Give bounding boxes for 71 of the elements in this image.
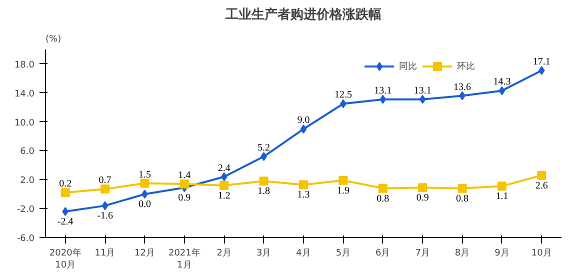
data-label: 13.6: [454, 82, 472, 93]
x-tick-label: 4月: [296, 248, 311, 258]
data-label: -1.6: [97, 210, 113, 222]
y-tick-label: -6.0: [16, 234, 35, 244]
point: [300, 124, 307, 134]
point: [220, 180, 229, 190]
y-axis-title: (%): [46, 34, 62, 44]
point: [220, 172, 228, 182]
point: [380, 94, 386, 104]
data-label: 14.3: [493, 76, 511, 88]
data-label: 17.1: [532, 56, 550, 68]
point: [538, 66, 545, 75]
y-tick-label: -2.0: [16, 205, 35, 216]
x-tick-label: 11月: [94, 248, 116, 258]
data-label: 0.8: [456, 193, 469, 204]
data-label: 13.1: [374, 85, 392, 96]
point: [497, 182, 506, 191]
x-tick-label: 8月: [454, 248, 470, 258]
point: [259, 176, 268, 186]
point: [140, 178, 150, 188]
data-label: 2.6: [535, 180, 548, 192]
data-label: 12.5: [334, 90, 352, 101]
x-tick-label: 9月: [494, 248, 510, 258]
point: [299, 180, 308, 190]
y-tick-label: 14.0: [14, 89, 35, 100]
x-tick-label: 2月: [216, 248, 232, 258]
data-label: 1.5: [138, 169, 151, 180]
point: [418, 183, 428, 192]
x-tick-label: 10月: [531, 248, 552, 258]
data-label: 1.2: [218, 190, 230, 202]
data-label: 1.9: [336, 185, 350, 196]
point: [100, 184, 110, 194]
x-tick-label: 5月: [336, 248, 351, 258]
data-label: 1.3: [297, 190, 310, 201]
legend-label: 环比: [457, 60, 476, 72]
point: [338, 176, 348, 185]
point: [537, 170, 546, 180]
data-label: 0.2: [59, 178, 72, 190]
point: [180, 179, 189, 188]
data-label: -2.4: [57, 216, 74, 228]
data-label: 1.8: [258, 186, 270, 198]
point: [378, 184, 388, 193]
data-label: 0.0: [138, 199, 151, 210]
point: [458, 184, 467, 193]
data-label: 9.0: [297, 115, 310, 126]
point: [60, 188, 70, 198]
y-tick-label: 6.0: [20, 147, 35, 158]
legend-label: 同比: [399, 60, 418, 72]
y-tick-label: 2.0: [20, 176, 35, 186]
data-label: 0.9: [178, 192, 191, 204]
x-tick-label: 7月: [415, 248, 430, 258]
data-label: 0.9: [416, 192, 429, 204]
data-label: 13.1: [414, 85, 432, 96]
data-label: 0.8: [376, 193, 390, 204]
data-label: 2.4: [218, 162, 230, 174]
x-tick-label: 6月: [376, 248, 390, 258]
x-tick-label: 2021年 1月: [168, 248, 200, 270]
data-label: 0.7: [98, 175, 112, 186]
point: [419, 94, 426, 104]
chart-title: 工业生产者购进价格涨跌幅: [224, 6, 382, 22]
x-tick-label: 2020年 10月: [49, 248, 82, 270]
point: [102, 201, 108, 210]
data-label: 1.4: [178, 170, 191, 181]
point: [498, 86, 506, 96]
y-tick-label: 18.0: [14, 60, 35, 70]
data-label: 1.1: [496, 191, 508, 202]
y-tick-label: 10.0: [14, 118, 35, 128]
point: [62, 206, 69, 216]
x-tick-label: 3月: [256, 248, 272, 258]
data-label: 5.2: [258, 142, 270, 154]
x-tick-label: 12月: [134, 248, 155, 258]
